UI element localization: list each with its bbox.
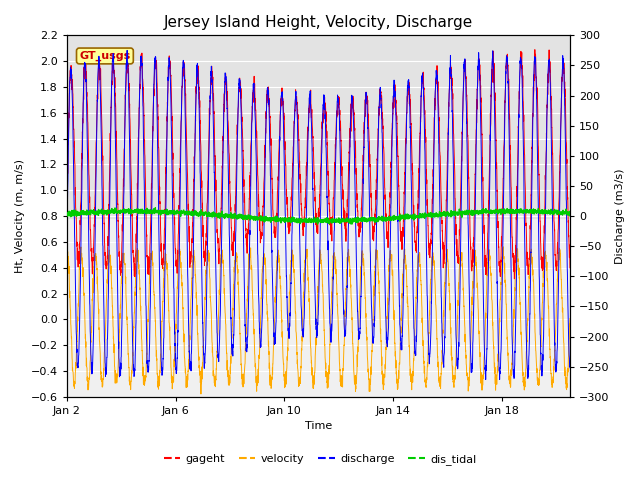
Bar (67, 36, 570, 219)
Legend: gageht, velocity, discharge, dis_tidal: gageht, velocity, discharge, dis_tidal (159, 450, 481, 469)
Title: Jersey Island Height, Velocity, Discharge: Jersey Island Height, Velocity, Discharg… (164, 15, 473, 30)
Y-axis label: Ht, Velocity (m, m/s): Ht, Velocity (m, m/s) (15, 159, 25, 273)
Y-axis label: Discharge (m3/s): Discharge (m3/s) (615, 168, 625, 264)
Text: GT_usgs: GT_usgs (79, 51, 131, 61)
X-axis label: Time: Time (305, 421, 332, 432)
